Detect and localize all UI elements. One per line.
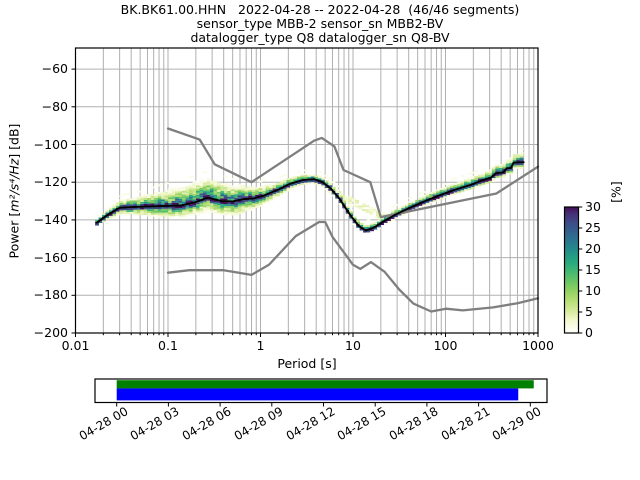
colorbar-tick-label: 25 — [585, 220, 601, 235]
x-tick-label: 100 — [433, 338, 458, 353]
colorbar-tick-label: 0 — [585, 325, 593, 340]
x-axis-label: Period [s] — [277, 356, 337, 371]
figure-title-line-3: datalogger_type Q8 datalogger_sn Q8-BV — [190, 30, 450, 45]
colorbar-tick-label: 30 — [585, 199, 601, 214]
figure-title-line-1: BK.BK61.00.HHN 2022-04-28 -- 2022-04-28 … — [120, 2, 520, 17]
axis-ticks — [71, 68, 539, 337]
colorbar-tick-label: 20 — [585, 241, 601, 256]
ppsd-histogram — [95, 148, 524, 235]
y-tick-label: −180 — [33, 287, 68, 303]
colorbar-tick-label: 10 — [585, 283, 601, 298]
y-tick-label: −200 — [33, 325, 68, 340]
y-tick-label: −120 — [33, 174, 68, 190]
y-tick-label: −100 — [33, 136, 68, 152]
y-tick-label: −160 — [33, 249, 68, 265]
y-tick-label: −140 — [33, 211, 68, 227]
psd-mode-line — [95, 161, 525, 232]
y-tick-label: −60 — [41, 61, 68, 77]
x-tick-label: 1000 — [522, 338, 554, 353]
x-tick-label: 0.01 — [61, 338, 90, 353]
x-tick-label: 1 — [256, 338, 265, 353]
figure-title-line-2: sensor_type MBB-2 sensor_sn MBB2-BV — [196, 16, 444, 31]
x-tick-label: 10 — [345, 338, 361, 353]
colorbar-label: [%] — [608, 181, 624, 203]
coverage-blue-bar — [116, 388, 519, 401]
colorbar-gradient — [564, 207, 579, 333]
x-tick-label: 0.1 — [158, 338, 178, 353]
colorbar-tick-label: 15 — [585, 262, 601, 277]
axes-frame — [74, 47, 539, 334]
colorbar-tick-label: 5 — [585, 304, 593, 319]
noise-model-low-line — [166, 220, 540, 313]
coverage-green-bar — [116, 380, 534, 389]
y-tick-label: −80 — [41, 98, 68, 114]
grid-lines — [75, 48, 539, 334]
